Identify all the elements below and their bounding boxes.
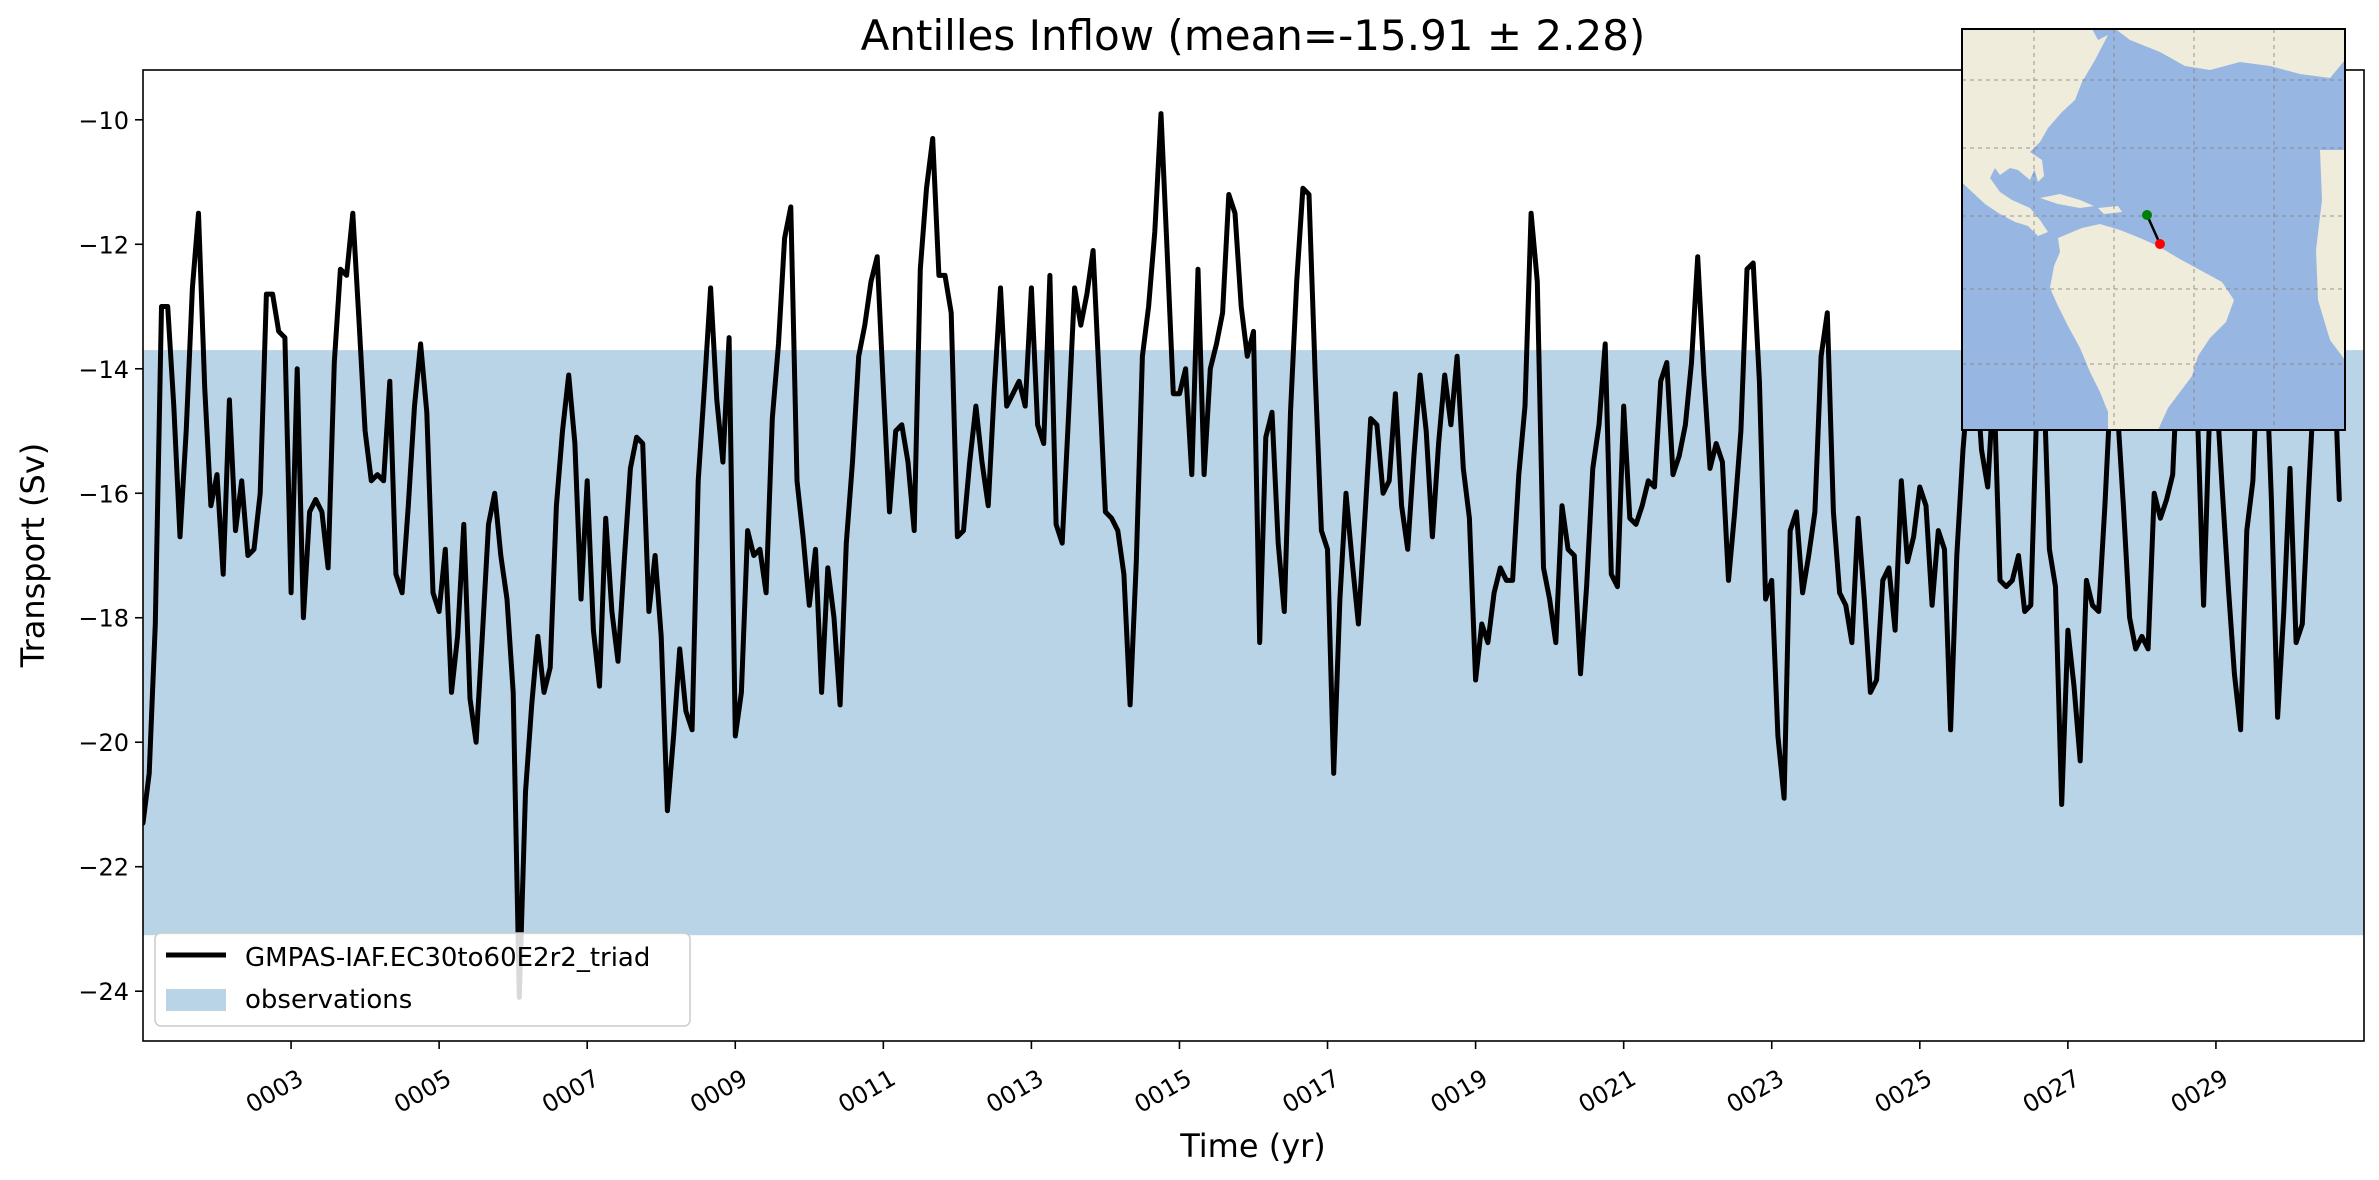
legend-patch-swatch (166, 989, 226, 1011)
y-axis-label: Transport (Sv) (14, 443, 52, 669)
x-tick-label: 0005 (389, 1064, 456, 1119)
x-tick-label: 0013 (982, 1064, 1049, 1119)
y-tick-label: −22 (78, 854, 129, 882)
x-tick-label: 0009 (685, 1064, 752, 1119)
section-transect-line (2145, 214, 2162, 245)
x-tick-label: 0017 (1278, 1064, 1345, 1119)
africa-land (2316, 150, 2345, 360)
x-tick-label: 0023 (1722, 1064, 1789, 1119)
north-america-land (1962, 29, 2108, 236)
section-end-marker (2155, 239, 2165, 249)
y-tick-label: −20 (78, 729, 129, 757)
x-tick-label: 0007 (537, 1064, 604, 1119)
section-start-marker (2142, 210, 2152, 220)
legend-frame (154, 932, 691, 1027)
y-tick-label: −24 (78, 978, 129, 1006)
x-tick-label: 0003 (241, 1064, 308, 1119)
inset-map-frame (1961, 28, 2346, 431)
y-tick-label: −10 (78, 107, 129, 135)
x-tick-label: 0015 (1130, 1064, 1197, 1119)
y-tick-label: −16 (78, 480, 129, 508)
x-tick-label: 0021 (1574, 1064, 1641, 1119)
legend-label-observations: observations (245, 985, 412, 1015)
greenland-land (2115, 29, 2345, 78)
x-tick-label: 0025 (1870, 1064, 1937, 1119)
x-tick-label: 0027 (2018, 1064, 2085, 1119)
x-axis-ticks: 0003 0005 0007 0009 0011 0013 0015 0017 0019 0021… (241, 1041, 2233, 1119)
plot-frame (142, 69, 2365, 1042)
legend-label-series: GMPAS-IAF.EC30to60E2r2_triad (245, 943, 650, 973)
caribbean-islands (2040, 194, 2122, 214)
x-tick-label: 0019 (1426, 1064, 1493, 1119)
south-america-land (2050, 224, 2234, 430)
inset-map (1961, 28, 2346, 431)
y-tick-label: −14 (78, 356, 129, 384)
y-tick-label: −18 (78, 605, 129, 633)
chart-title: Antilles Inflow (mean=-15.91 ± 2.28) (861, 11, 1646, 60)
x-tick-label: 0011 (833, 1064, 900, 1119)
y-tick-label: −12 (78, 231, 129, 259)
x-axis-label: Time (yr) (1179, 1127, 1326, 1165)
inset-map-land (1962, 29, 2345, 430)
legend: GMPAS-IAF.EC30to60E2r2_triad observation… (154, 932, 691, 1027)
x-tick-label: 0029 (2166, 1064, 2233, 1119)
y-axis-ticks: −24 −22 −20 −18 −16 −14 −12 −10 (78, 107, 143, 1006)
